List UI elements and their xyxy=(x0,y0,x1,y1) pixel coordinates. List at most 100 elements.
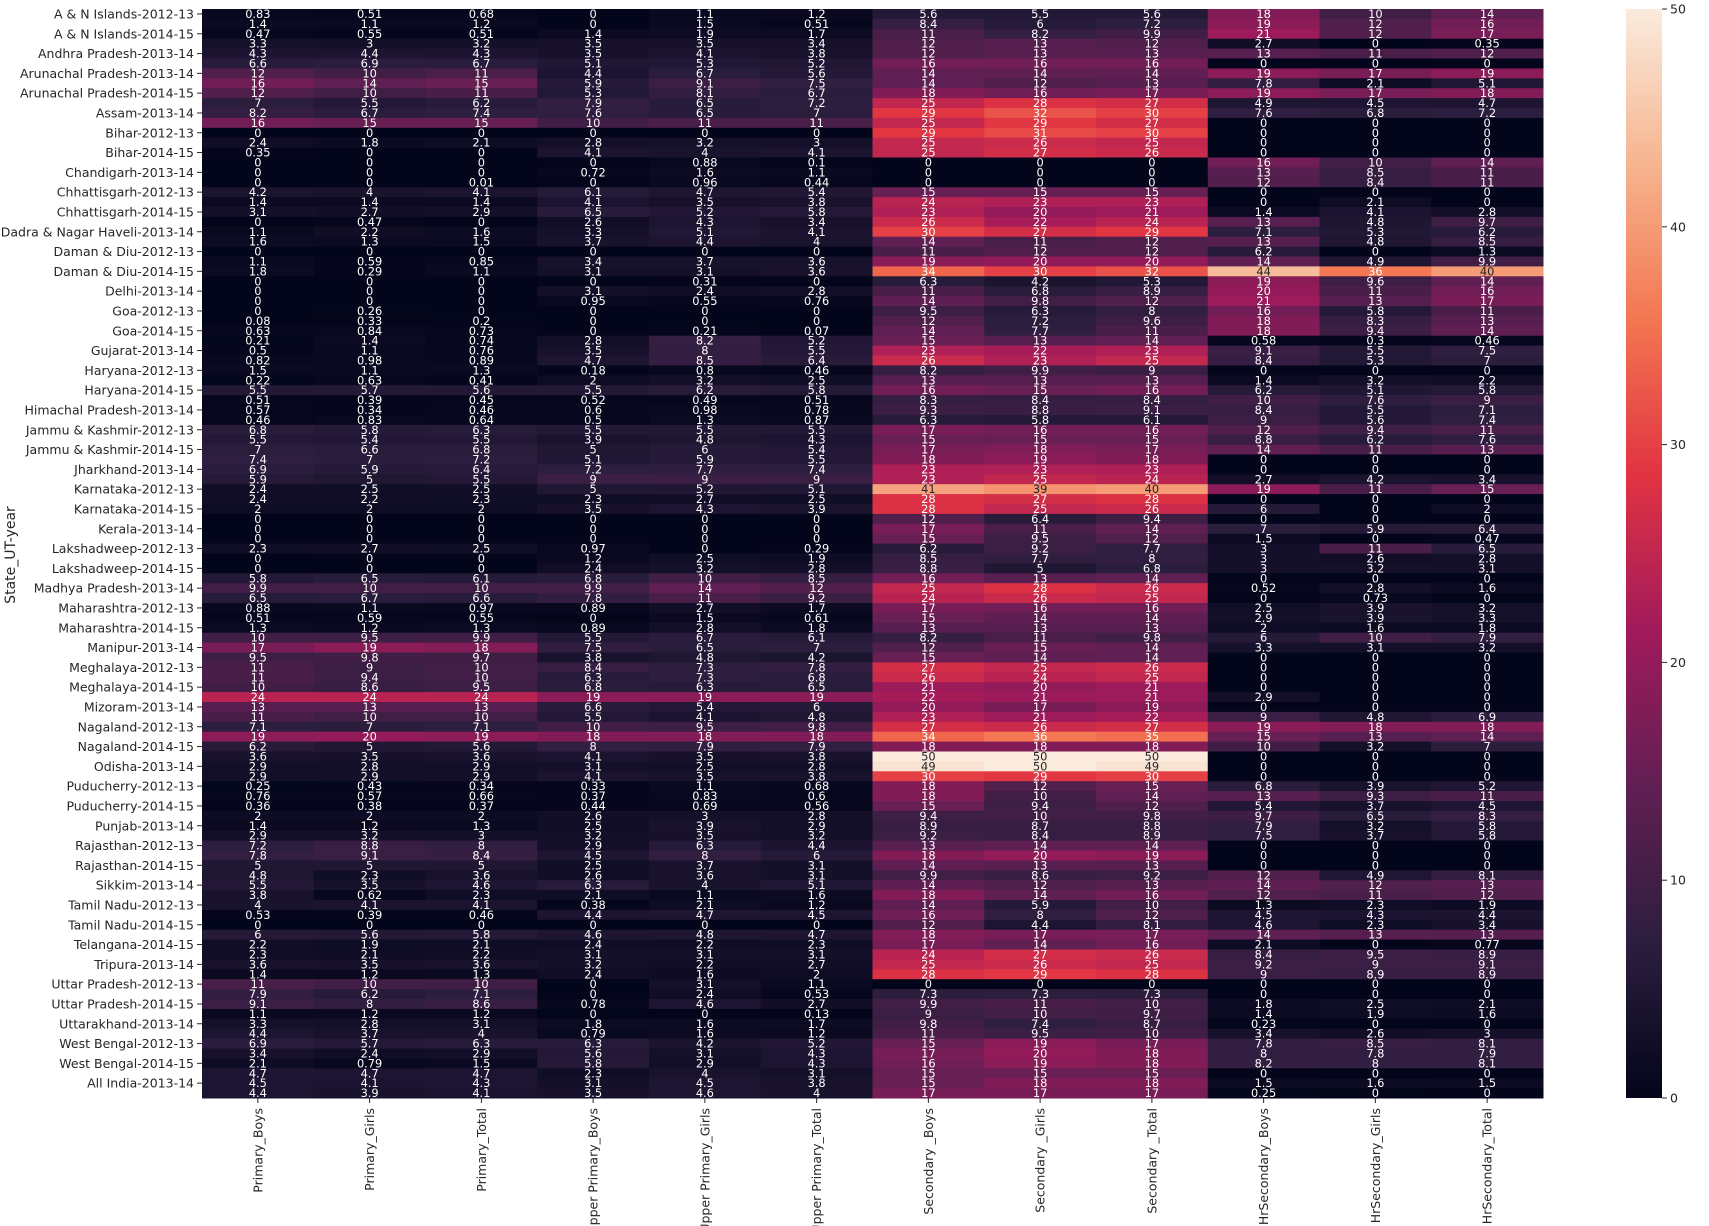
cell-value-label: 4.8 xyxy=(696,433,714,447)
cell-value-label: 1.8 xyxy=(808,621,826,635)
heatmap-cell xyxy=(760,721,873,733)
cell-value-label: 0 xyxy=(478,146,485,160)
heatmap-cell xyxy=(537,929,650,941)
heatmap-cell xyxy=(537,375,650,386)
heatmap-cell xyxy=(1431,583,1544,594)
cell-value-label: 10 xyxy=(586,720,601,734)
heatmap-cell xyxy=(313,771,426,782)
heatmap-cell xyxy=(1207,405,1320,416)
cell-value-label: 7.4 xyxy=(249,452,267,466)
cell-value-label: 3.1 xyxy=(808,868,826,882)
heatmap-cell xyxy=(984,424,1097,436)
cell-value-label: 6.3 xyxy=(584,1037,602,1051)
cell-value-label: 2 xyxy=(254,502,261,516)
heatmap-cell xyxy=(202,553,315,564)
cell-value-label: 5.1 xyxy=(808,482,826,496)
cell-value-label: 36 xyxy=(1368,264,1383,278)
cell-value-label: 0 xyxy=(1484,848,1491,862)
cell-value-label: 2.1 xyxy=(1366,76,1384,90)
heatmap-cell xyxy=(313,167,426,178)
heatmap-cell xyxy=(202,355,315,366)
heatmap-cell xyxy=(313,533,426,545)
heatmap-cell xyxy=(649,405,762,416)
cell-value-label: 12 xyxy=(921,512,936,526)
heatmap-cell xyxy=(1319,167,1432,178)
heatmap-cell xyxy=(1431,28,1544,40)
heatmap-cell xyxy=(1096,444,1209,455)
y-tick-label: Jharkhand-2013-14 xyxy=(73,462,194,477)
cell-value-label: 5.6 xyxy=(472,383,490,397)
cell-value-label: 3.8 xyxy=(808,749,826,763)
heatmap-cell xyxy=(1319,385,1432,396)
heatmap-cell xyxy=(760,444,873,455)
heatmap-cell xyxy=(984,672,1097,683)
cell-value-label: 2.9 xyxy=(472,1046,490,1060)
cell-value-label: 11 xyxy=(1368,542,1383,556)
heatmap-cell xyxy=(872,850,985,861)
cell-value-label: 15 xyxy=(1033,1066,1048,1080)
cell-value-label: 0 xyxy=(366,126,373,140)
heatmap-cell xyxy=(202,345,315,356)
cell-value-label: 2.1 xyxy=(1478,997,1496,1011)
cell-value-label: 17 xyxy=(1145,443,1160,457)
cell-value-label: 15 xyxy=(362,116,377,130)
cell-value-label: 0 xyxy=(590,324,597,338)
cell-value-label: 5.5 xyxy=(584,631,602,645)
heatmap-cell xyxy=(649,108,762,119)
heatmap-cell xyxy=(202,632,315,644)
heatmap-cell xyxy=(313,1078,426,1089)
cell-value-label: 25 xyxy=(1145,591,1160,605)
y-tick-label: Uttar Pradesh-2012-13 xyxy=(51,977,194,992)
y-tick-label: Bihar-2012-13 xyxy=(105,125,194,140)
cell-value-label: 1.4 xyxy=(361,195,379,209)
heatmap-cell xyxy=(1319,444,1432,455)
heatmap-cell xyxy=(537,266,650,277)
cell-value-label: 1.6 xyxy=(1366,621,1384,635)
cell-value-label: 0.31 xyxy=(692,274,717,288)
heatmap-cell xyxy=(1319,919,1432,931)
cell-value-label: 6.8 xyxy=(1366,106,1384,120)
cell-value-label: 5.5 xyxy=(249,878,267,892)
cell-value-label: 0 xyxy=(478,274,485,288)
heatmap-cell xyxy=(649,909,762,921)
cell-value-label: 3 xyxy=(1260,551,1267,565)
heatmap-cell xyxy=(760,474,873,485)
heatmap-cell xyxy=(537,860,650,871)
cell-value-label: 3.9 xyxy=(1366,611,1384,625)
heatmap-cell xyxy=(202,48,315,59)
heatmap-cell xyxy=(313,929,426,941)
heatmap-cell xyxy=(1319,791,1432,802)
heatmap-cell xyxy=(1319,563,1432,574)
heatmap-cell xyxy=(202,642,315,653)
cell-value-label: 9.9 xyxy=(1478,254,1496,268)
y-tick-label: Bihar-2014-15 xyxy=(105,145,194,160)
cell-value-label: 14 xyxy=(1480,324,1495,338)
cell-value-label: 13 xyxy=(921,839,936,853)
heatmap-cell xyxy=(760,484,873,495)
heatmap-cell xyxy=(313,1048,426,1059)
heatmap-cell xyxy=(537,434,650,446)
heatmap-cell xyxy=(984,662,1097,673)
cell-value-label: 36 xyxy=(1033,730,1048,744)
heatmap-cell xyxy=(760,434,873,446)
cell-value-label: 9.1 xyxy=(361,848,379,862)
heatmap-cell xyxy=(313,890,426,901)
heatmap-cell xyxy=(649,672,762,683)
heatmap-cell xyxy=(649,949,762,960)
cell-value-label: 12 xyxy=(921,47,936,61)
heatmap-cell xyxy=(313,38,426,50)
heatmap-cell xyxy=(1431,612,1544,624)
cell-value-label: 11 xyxy=(1480,423,1495,437)
y-tick-label: Maharashtra-2014-15 xyxy=(58,620,194,635)
heatmap-cell xyxy=(1096,1058,1209,1069)
cell-value-label: 1.5 xyxy=(249,363,267,377)
cell-value-label: 2.9 xyxy=(361,769,379,783)
cell-value-label: 12 xyxy=(1033,878,1048,892)
heatmap-cell xyxy=(1096,820,1209,832)
heatmap-cell xyxy=(872,147,985,158)
heatmap-cell xyxy=(1431,909,1544,921)
cell-value-label: 0.78 xyxy=(580,997,605,1011)
heatmap-cell xyxy=(1207,127,1320,139)
heatmap-cell xyxy=(1207,632,1320,644)
cell-value-label: 2.7 xyxy=(696,492,714,506)
